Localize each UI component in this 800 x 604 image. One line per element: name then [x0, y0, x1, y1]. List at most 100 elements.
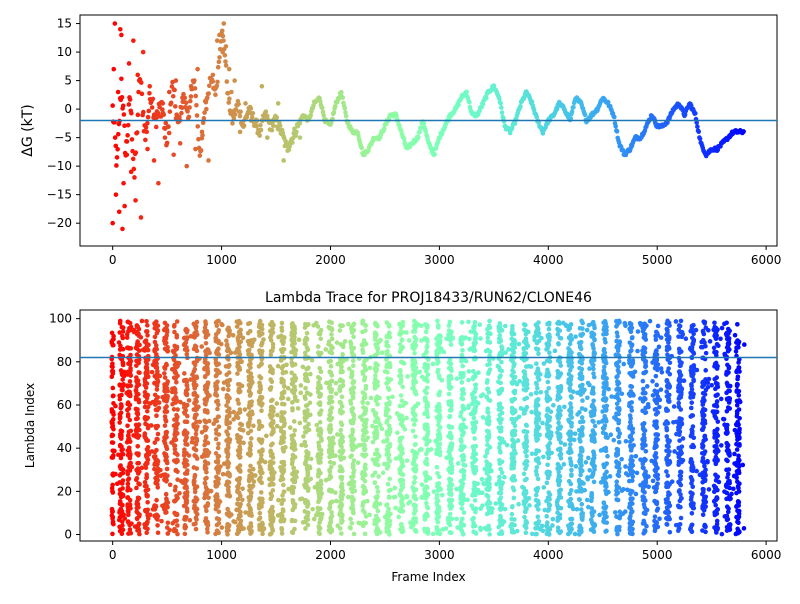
lambda-point [524, 436, 529, 441]
lambda-point [279, 474, 284, 479]
lambda-point [173, 433, 178, 438]
lambda-point [500, 502, 505, 507]
lambda-point [349, 438, 354, 443]
delta-g-point [178, 141, 183, 146]
lambda-point [119, 434, 124, 439]
lambda-point [534, 391, 539, 396]
lambda-point [281, 340, 286, 345]
lambda-point [248, 329, 253, 334]
lambda-point [536, 477, 541, 482]
lambda-point [193, 324, 198, 329]
lambda-point [510, 504, 515, 509]
lambda-point [110, 365, 115, 370]
delta-g-point [125, 152, 130, 157]
lambda-point [145, 329, 150, 334]
delta-g-point [193, 86, 198, 91]
lambda-point [398, 349, 403, 354]
lambda-point [426, 372, 431, 377]
lambda-point [174, 468, 179, 473]
lambda-point [556, 431, 561, 436]
lambda-point [135, 461, 140, 466]
lambda-point [175, 319, 180, 324]
delta-g-point [139, 80, 144, 85]
delta-g-point [143, 138, 148, 143]
lambda-point [145, 507, 150, 512]
lambda-point [175, 407, 180, 412]
lambda-point [536, 366, 541, 371]
lambda-point [110, 507, 115, 512]
lambda-point [137, 532, 142, 537]
lambda-point [194, 432, 199, 437]
delta-g-point [184, 100, 189, 105]
lambda-point [249, 511, 254, 516]
lambda-point [546, 476, 551, 481]
lambda-point [118, 488, 123, 493]
delta-g-point [271, 123, 276, 128]
bottom-y-tick-label: 100 [49, 312, 72, 326]
top-y-tick-label: 5 [64, 74, 72, 88]
delta-g-point [204, 107, 209, 112]
delta-g-point [126, 123, 131, 128]
delta-g-point [145, 147, 150, 152]
lambda-point [329, 364, 334, 369]
delta-g-point [698, 137, 703, 142]
lambda-point [121, 325, 126, 330]
lambda-point [435, 361, 440, 366]
lambda-point [257, 523, 262, 528]
lambda-point [145, 456, 150, 461]
lambda-point [399, 393, 404, 398]
lambda-point [194, 527, 199, 532]
lambda-point [193, 415, 198, 420]
lambda-point [154, 413, 159, 418]
lambda-point [166, 500, 171, 505]
lambda-point [215, 407, 220, 412]
lambda-point [237, 491, 242, 496]
lambda-point [524, 449, 529, 454]
lambda-point [350, 503, 355, 508]
lambda-point [569, 526, 574, 531]
delta-g-point [339, 90, 344, 95]
lambda-point [558, 426, 563, 431]
lambda-point [125, 332, 130, 337]
delta-g-point [144, 130, 149, 135]
lambda-point [361, 319, 366, 324]
lambda-point [154, 512, 159, 517]
lambda-point [412, 335, 417, 340]
delta-g-point [741, 129, 746, 134]
lambda-point [534, 457, 539, 462]
lambda-point [424, 451, 429, 456]
top-y-tick-label: −15 [47, 188, 72, 202]
lambda-point [270, 430, 275, 435]
lambda-point [412, 511, 417, 516]
lambda-point [449, 457, 454, 462]
lambda-point [556, 478, 561, 483]
lambda-point [558, 360, 563, 365]
lambda-point [192, 465, 197, 470]
lambda-point [194, 506, 199, 511]
lambda-point [305, 345, 310, 350]
delta-g-point [456, 103, 461, 108]
lambda-point [156, 432, 161, 437]
lambda-point [258, 332, 263, 337]
lambda-point [460, 506, 465, 511]
lambda-point [362, 490, 367, 495]
lambda-point [511, 474, 516, 479]
lambda-point [111, 522, 116, 527]
delta-g-point [118, 27, 123, 32]
lambda-point [556, 506, 561, 511]
lambda-point [214, 437, 219, 442]
lambda-point [374, 505, 379, 510]
lambda-point [227, 461, 232, 466]
delta-g-point [117, 209, 122, 214]
lambda-point [269, 415, 274, 420]
lambda-point [434, 500, 439, 505]
delta-g-point [169, 101, 174, 106]
lambda-point [279, 325, 284, 330]
lambda-point [569, 395, 574, 400]
delta-g-point [467, 100, 472, 105]
delta-g-point [139, 215, 144, 220]
lambda-point [523, 510, 528, 515]
lambda-point [488, 349, 493, 354]
lambda-point [248, 452, 253, 457]
lambda-point [226, 334, 231, 339]
